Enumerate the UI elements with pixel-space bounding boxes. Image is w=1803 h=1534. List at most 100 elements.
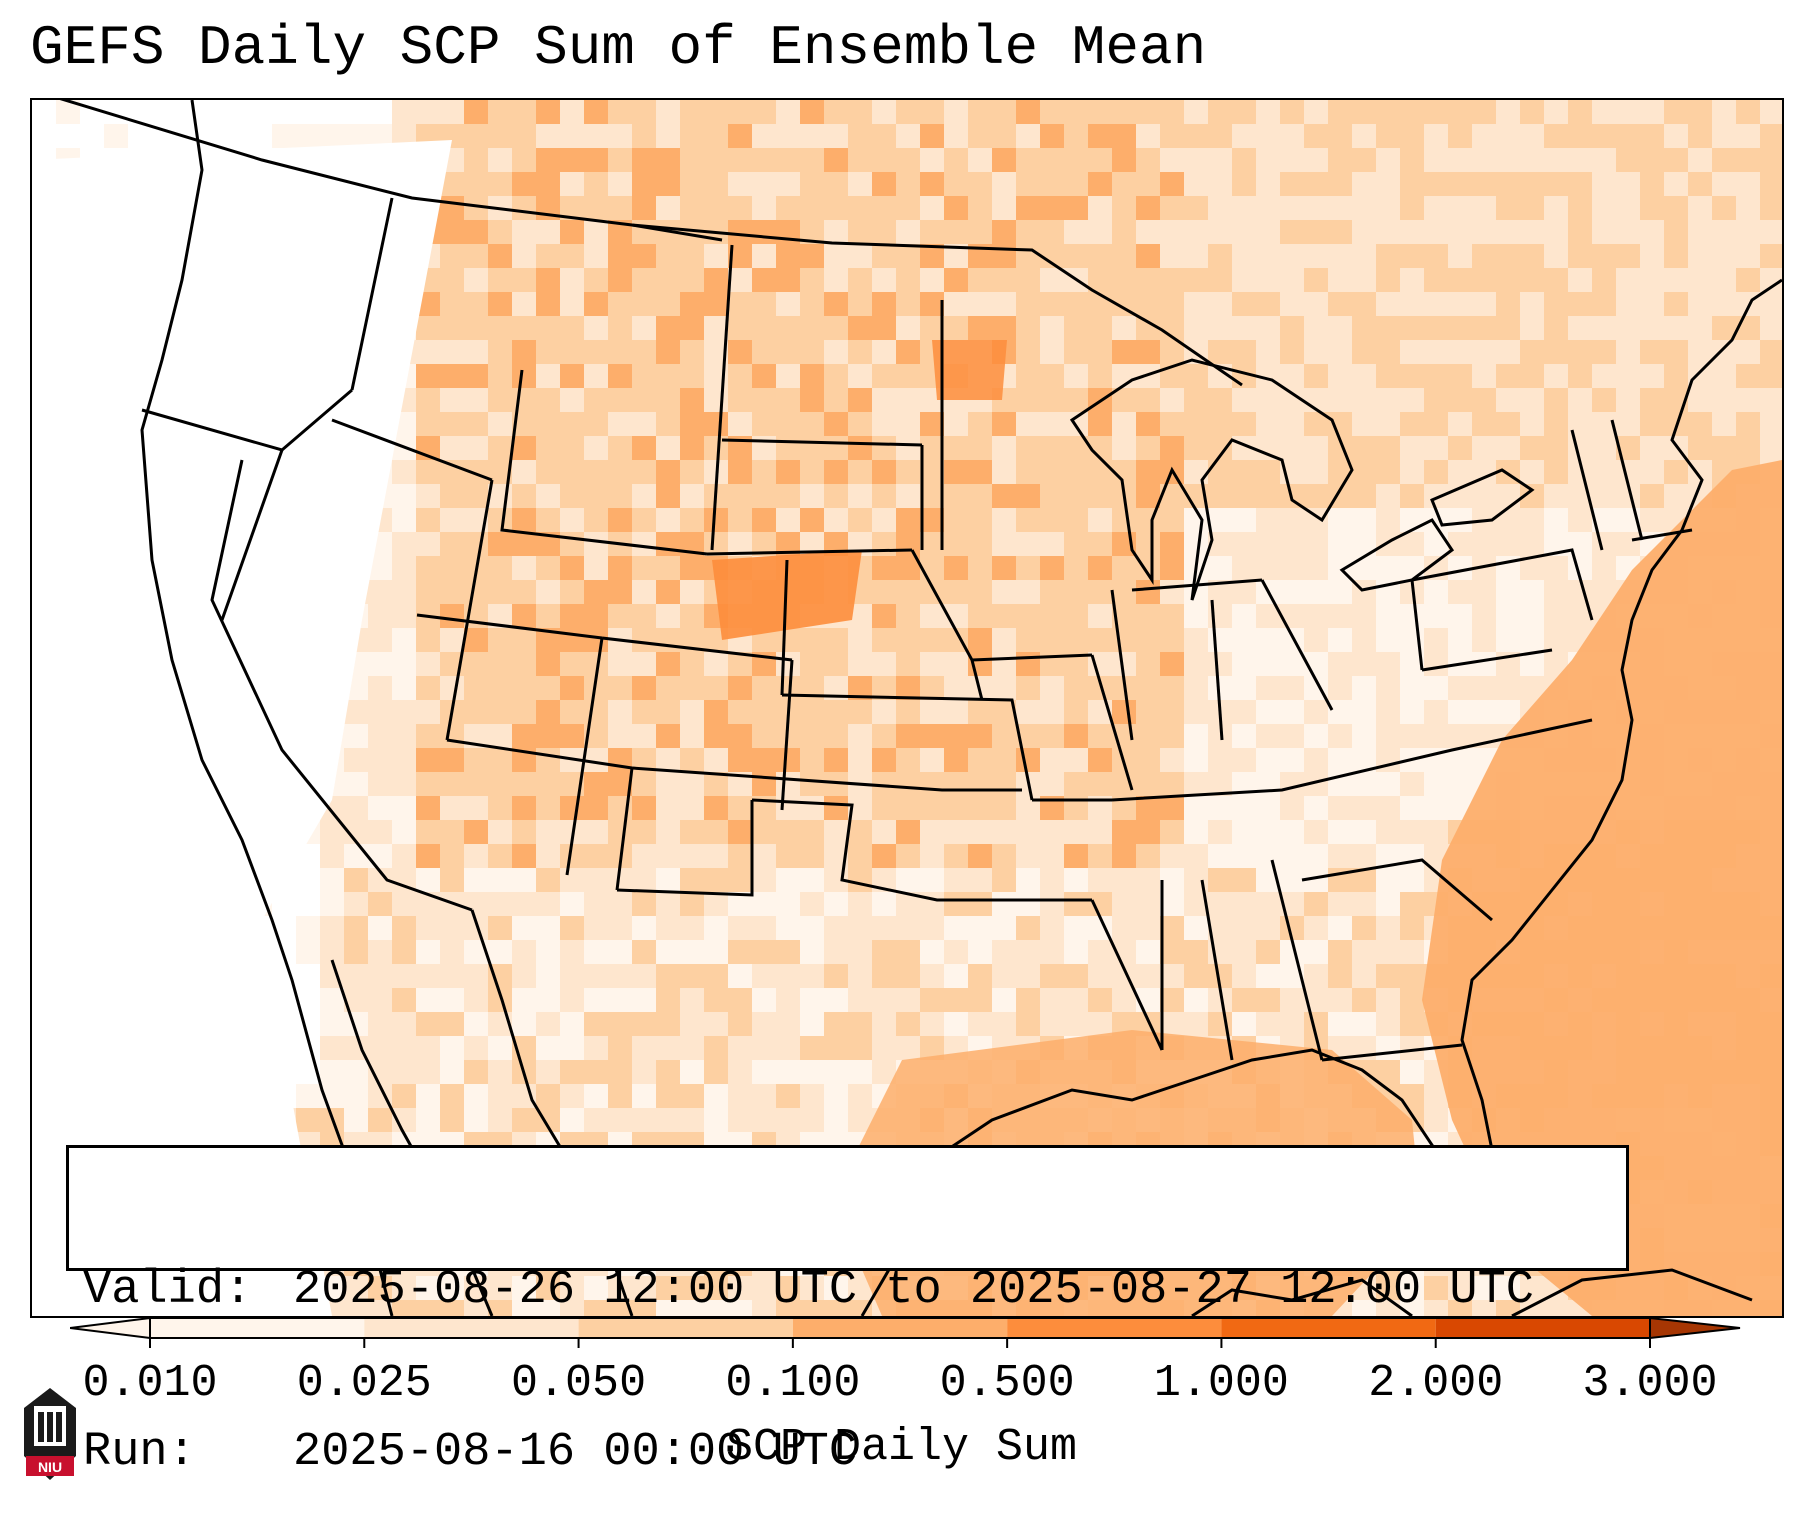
field-cell [728,964,752,988]
field-cell [416,868,440,892]
field-cell [1136,748,1160,772]
field-cell [1256,988,1280,1012]
field-cell [848,724,872,748]
field-cell [1352,772,1376,796]
field-cell [1376,196,1400,220]
field-cell [896,292,920,316]
field-cell [920,916,944,940]
field-cell [1568,508,1592,532]
field-cell [1544,556,1568,580]
field-cell [488,556,512,580]
field-cell [944,100,968,124]
field-cell [1304,436,1328,460]
field-cell [1352,964,1376,988]
field-cell [704,748,728,772]
field-cell [1016,412,1040,436]
field-cell [1256,844,1280,868]
field-cell [1232,340,1256,364]
field-cell [1424,172,1448,196]
field-cell [752,244,776,268]
field-cell [344,844,368,868]
field-cell [680,148,704,172]
field-cell [656,436,680,460]
field-cell [1256,796,1280,820]
field-cell [1352,148,1376,172]
field-cell [1400,148,1424,172]
field-cell [1160,964,1184,988]
field-cell [1208,892,1232,916]
field-cell [680,772,704,796]
field-cell [512,988,536,1012]
field-cell [824,460,848,484]
field-cell [512,772,536,796]
field-cell [1208,244,1232,268]
field-cell [1736,196,1760,220]
field-cell [1280,772,1304,796]
field-cell [416,532,440,556]
field-cell [1496,604,1520,628]
run-value: 2025-08-16 00:00 UTC [293,1426,858,1479]
field-cell [464,1084,488,1108]
field-cell [1136,100,1160,124]
field-cell [800,340,824,364]
field-cell [1040,484,1064,508]
field-cell [1160,268,1184,292]
field-cell [896,508,920,532]
field-cell [1304,244,1328,268]
field-cell [608,268,632,292]
field-cell [1520,580,1544,604]
field-cell [1016,172,1040,196]
field-cell [1112,772,1136,796]
field-cell [944,820,968,844]
field-cell [416,388,440,412]
field-cell [704,892,728,916]
field-cell [800,244,824,268]
field-cell [920,652,944,676]
field-cell [1736,220,1760,244]
field-cell [368,652,392,676]
field-cell [1424,652,1448,676]
field-cell [1088,148,1112,172]
colorbar-label: SCP Daily Sum [725,1422,1078,1473]
field-cell [968,292,992,316]
field-cell [824,652,848,676]
field-cell [1520,340,1544,364]
field-cell [1328,676,1352,700]
field-cell [416,940,440,964]
field-cell [872,820,896,844]
field-cell [1568,388,1592,412]
map-panel[interactable] [30,98,1784,1318]
field-cell [560,124,584,148]
field-cell [1496,676,1520,700]
field-cell [1496,364,1520,388]
field-cell [512,532,536,556]
field-cell [1304,724,1328,748]
field-cell [992,628,1016,652]
field-cell [944,652,968,676]
field-cell [488,580,512,604]
field-cell [1760,268,1782,292]
field-cell [416,964,440,988]
field-cell [1520,652,1544,676]
field-cell [1136,844,1160,868]
field-cell [560,148,584,172]
field-cell [1472,604,1496,628]
field-cell [1592,388,1616,412]
field-cell [1304,820,1328,844]
colorbar-extend-low [70,1316,151,1340]
field-cell [1160,628,1184,652]
field-cell [776,364,800,388]
field-cell [632,772,656,796]
field-cell [1400,988,1424,1012]
field-cell [1616,316,1640,340]
field-cell [776,652,800,676]
field-cell [728,676,752,700]
field-cell [440,292,464,316]
field-cell [1736,244,1760,268]
field-cell [536,652,560,676]
field-cell [680,292,704,316]
field-cell [1448,244,1472,268]
field-cell [1184,940,1208,964]
field-cell [704,316,728,340]
field-cell [896,412,920,436]
